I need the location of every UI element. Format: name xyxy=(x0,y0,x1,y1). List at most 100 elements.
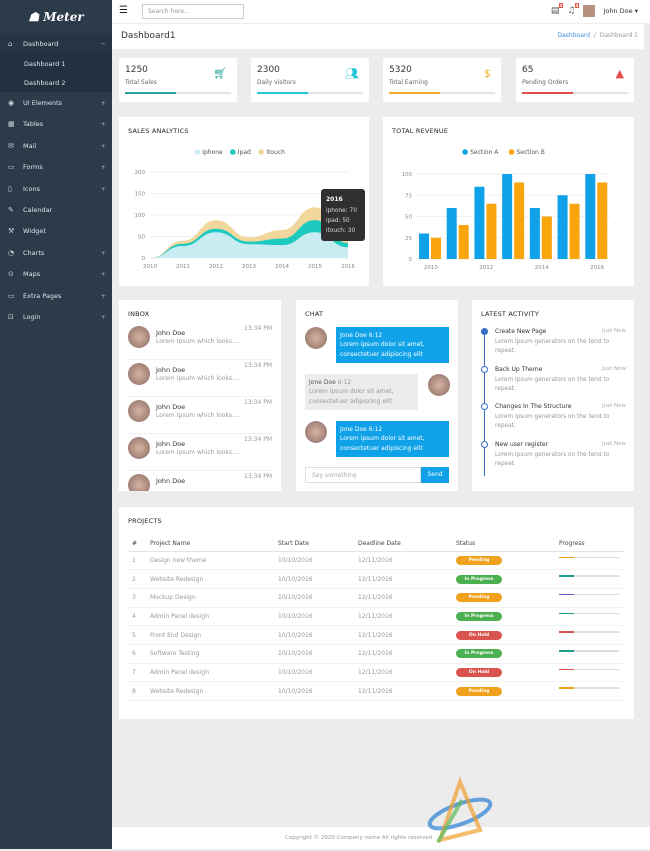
legend-label[interactable]: Ipad xyxy=(238,149,251,156)
bar-section-b[interactable] xyxy=(569,203,580,259)
bar-section-a[interactable] xyxy=(529,208,540,259)
cell-name: Website Redesign xyxy=(150,681,278,701)
breadcrumb: Dashboard / Dashboard 1 xyxy=(557,32,639,39)
legend-label[interactable]: Section B xyxy=(517,149,545,156)
bar-section-b[interactable] xyxy=(541,216,552,260)
progress-bar xyxy=(559,556,619,559)
bar-section-a[interactable] xyxy=(585,174,596,259)
cell-end: 12/11/2016 xyxy=(358,644,456,664)
watermark-logo xyxy=(420,770,650,849)
plus-icon[interactable]: + xyxy=(100,120,106,129)
sidebar-item-label: Login xyxy=(23,312,41,321)
topbar: ☰ Search here... ▤ 4 ♫ 4 John Doe ▾ xyxy=(112,0,650,24)
table-row[interactable]: 2 Website Redesign 10/10/2016 12/11/2016 In … xyxy=(128,569,625,589)
plus-icon[interactable]: + xyxy=(100,184,106,193)
sidebar-item-icons[interactable]: ▯ Icons + xyxy=(0,178,112,199)
column-header[interactable]: Deadline Date xyxy=(358,537,456,552)
breadcrumb-dashboard[interactable]: Dashboard xyxy=(557,32,591,39)
inbox-item[interactable]: John Doe 13:34 PM xyxy=(128,471,272,491)
inbox-item[interactable]: John Doe Lorem Ipsum which looks.... 13:34… xyxy=(128,323,272,360)
column-header[interactable]: Status xyxy=(456,537,559,552)
chat-input[interactable]: Say something xyxy=(305,467,421,483)
plus-icon[interactable]: + xyxy=(100,99,106,108)
legend-label[interactable]: Iphone xyxy=(202,149,223,156)
sidebar-item-forms[interactable]: ▭ Forms + xyxy=(0,157,112,178)
plus-icon[interactable]: + xyxy=(100,248,106,257)
activity-time: Just Now xyxy=(602,328,626,334)
avatar[interactable] xyxy=(583,5,596,17)
user-menu[interactable]: John Doe ▾ xyxy=(603,7,638,15)
progress-bar xyxy=(559,575,619,577)
column-header[interactable]: # xyxy=(128,537,150,552)
cell-n: 8 xyxy=(128,681,150,701)
cell-name: Mockup Design xyxy=(150,588,278,608)
search-input[interactable]: Search here... xyxy=(142,4,244,19)
plus-icon[interactable]: + xyxy=(100,312,106,321)
bar-section-a[interactable] xyxy=(502,174,513,259)
plus-icon[interactable]: + xyxy=(100,291,106,300)
bar-section-b[interactable] xyxy=(597,182,608,260)
progress-bar xyxy=(559,687,619,689)
column-header[interactable]: Start Date xyxy=(278,537,358,552)
sidebar-item-dashboard[interactable]: ⌂ Dashboard − xyxy=(0,33,112,55)
mail-icon[interactable]: ▤ 4 xyxy=(550,3,564,16)
sidebar-item-tables[interactable]: ▦ Tables + xyxy=(0,114,112,135)
message-time: 13:34 PM xyxy=(244,362,272,369)
sidebar-item-label: Charts xyxy=(23,248,45,257)
table-row[interactable]: 4 Admin Panel design 10/10/2016 12/11/2016 I… xyxy=(128,607,625,627)
bar-section-a[interactable] xyxy=(419,233,429,260)
sidebar-item-login[interactable]: ⊡ Login + xyxy=(0,306,112,327)
sidebar-item-dashboard-1[interactable]: Dashboard 1 xyxy=(0,54,112,74)
bar-section-a[interactable] xyxy=(446,208,457,259)
sidebar-item-mail[interactable]: ✉ Mail + xyxy=(0,135,112,156)
table-row[interactable]: 1 Design new theme 10/10/2016 12/11/2016 Pen… xyxy=(128,551,625,571)
table-row[interactable]: 3 Mockup Design 10/10/2016 12/11/2016 Pendin… xyxy=(128,588,625,608)
copyright-text: Copyright © 2020 Company name All rights… xyxy=(285,835,433,841)
table-row[interactable]: 6 Software Testing 10/10/2016 12/11/2016 In … xyxy=(128,644,625,664)
hamburger-menu-icon[interactable]: ☰ xyxy=(119,5,128,16)
inbox-item[interactable]: John Doe Lorem Ipsum which looks.... 13:34… xyxy=(128,397,272,434)
inbox-item[interactable]: John Doe Lorem Ipsum which looks.... 13:34… xyxy=(128,434,272,471)
table-row[interactable]: 8 Website Redesign 10/10/2016 12/11/2016 Pen… xyxy=(128,681,625,701)
mail-icon: ✉ xyxy=(8,141,14,150)
brand-logo[interactable]: ☗ Meter xyxy=(28,9,84,24)
bar-section-b[interactable] xyxy=(431,237,441,259)
plus-icon[interactable]: + xyxy=(100,270,106,279)
sidebar-item-label: Icons xyxy=(23,184,40,193)
minus-icon[interactable]: − xyxy=(100,39,106,48)
legend-label[interactable]: Section A xyxy=(470,149,499,156)
bar-section-a[interactable] xyxy=(557,195,568,259)
table-row[interactable]: 5 Front End Design 10/10/2016 12/11/2016 On … xyxy=(128,625,625,645)
avatar xyxy=(128,437,150,459)
sidebar-item-calendar[interactable]: ✎ Calendar xyxy=(0,199,112,220)
sidebar-item-dashboard-2[interactable]: Dashboard 2 xyxy=(0,73,112,93)
plus-icon[interactable]: + xyxy=(100,163,106,172)
sidebar-item-maps[interactable]: ⊙ Maps + xyxy=(0,264,112,285)
bar-section-b[interactable] xyxy=(458,225,469,259)
bar-section-b[interactable] xyxy=(514,182,525,260)
plus-icon[interactable]: + xyxy=(100,141,106,150)
legend-marker xyxy=(258,149,264,155)
bell-icon[interactable]: ♫ 4 xyxy=(567,3,580,16)
cell-progress xyxy=(559,644,625,664)
card-title: PROJECTS xyxy=(128,517,162,525)
bar-section-a[interactable] xyxy=(474,186,485,259)
dashboard-gauge-icon: ☗ xyxy=(28,9,44,24)
watermark-star-logo xyxy=(427,776,493,843)
cell-n: 1 xyxy=(128,551,150,571)
bar-section-b[interactable] xyxy=(486,203,497,259)
sidebar-item-extra-pages[interactable]: ▭ Extra Pages + xyxy=(0,285,112,306)
column-header[interactable]: Progress xyxy=(559,537,625,552)
table-row[interactable]: 7 Admin Panel design 10/10/2016 12/11/2016 O… xyxy=(128,663,625,683)
status-badge: In Progress xyxy=(456,611,502,621)
sidebar-item-charts[interactable]: ◔ Charts + xyxy=(0,242,112,263)
sidebar-item-widget[interactable]: ⚒ Widget xyxy=(0,221,112,242)
y-tick-label: 100 xyxy=(135,213,146,219)
legend-label[interactable]: Itouch xyxy=(266,149,285,156)
send-button[interactable]: Send xyxy=(421,467,449,483)
message-time: 13:34 PM xyxy=(244,473,272,480)
inbox-item[interactable]: John Doe Lorem Ipsum which looks.... 13:34… xyxy=(128,360,272,397)
sidebar-item-ui-elements[interactable]: ◉ UI Elements + xyxy=(0,92,112,113)
progress-bar xyxy=(559,631,619,633)
column-header[interactable]: Project Name xyxy=(150,537,278,552)
